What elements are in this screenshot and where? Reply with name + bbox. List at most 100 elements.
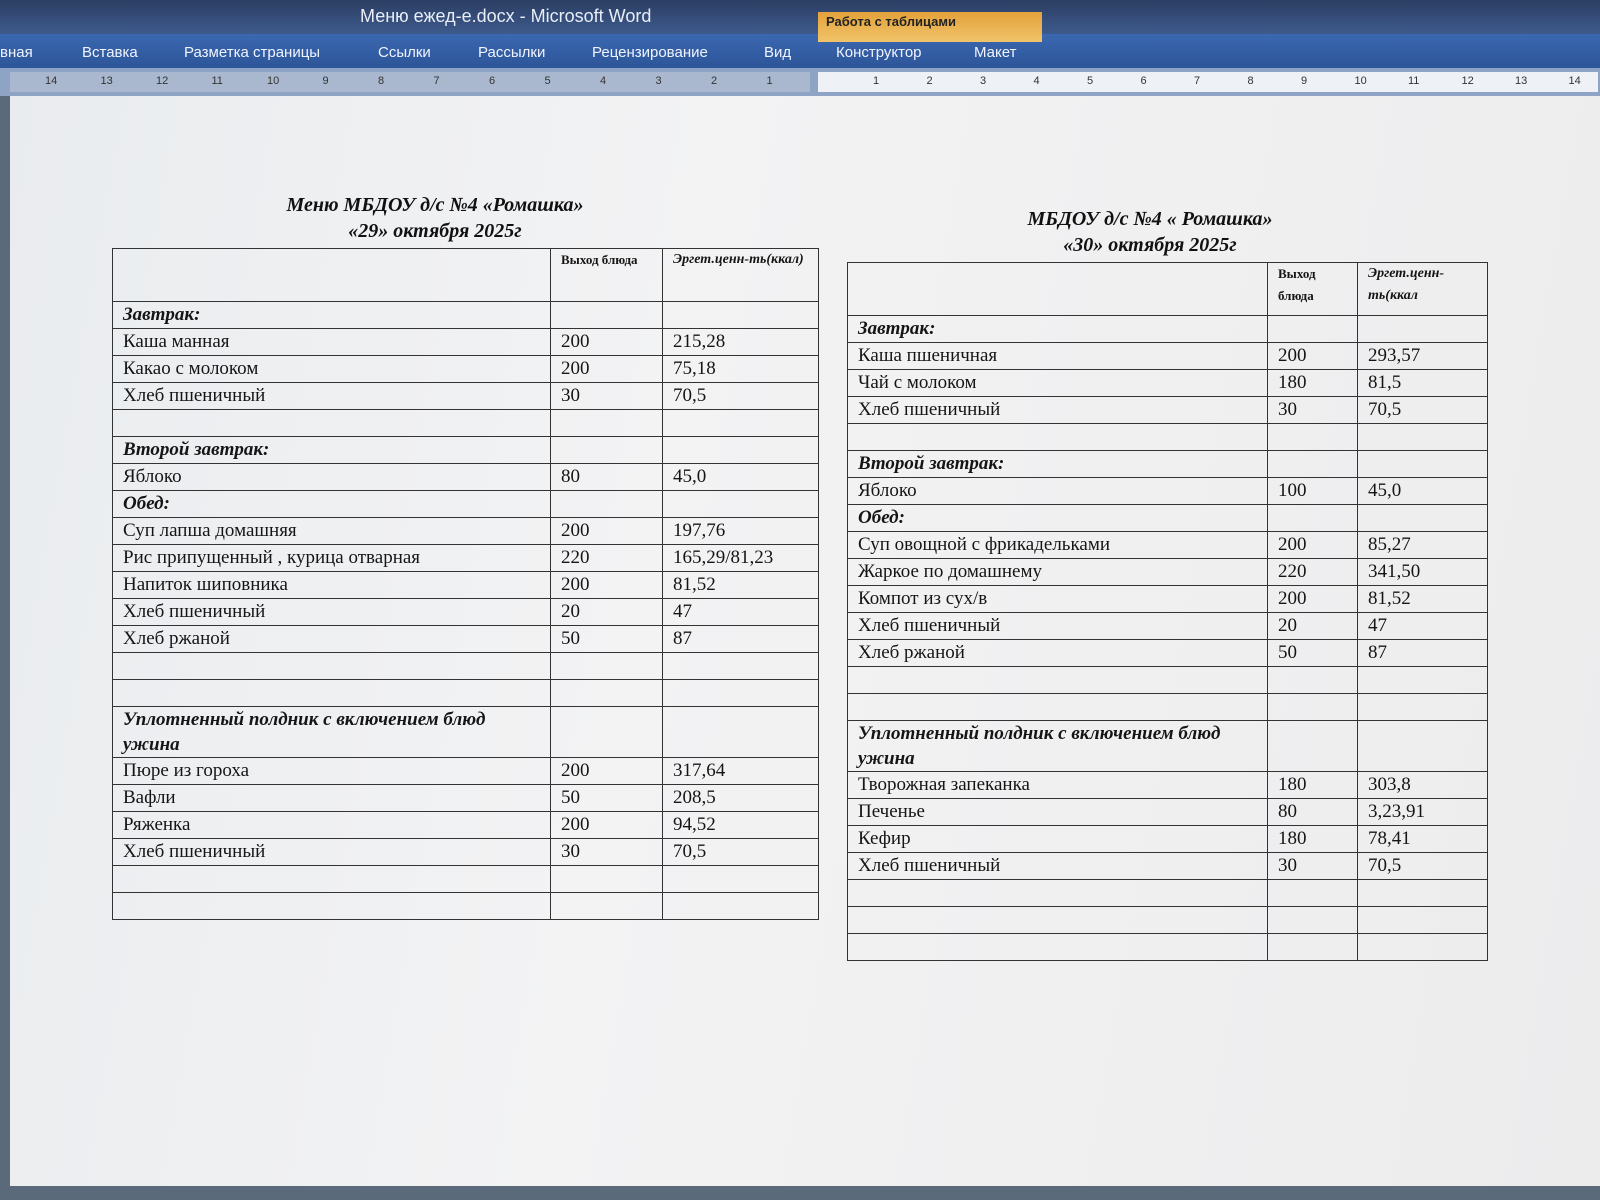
header-cell: Эргет.ценн-ть(ккал) (662, 248, 819, 302)
dish-energy: 45,0 (662, 463, 819, 491)
dish-yield: 80 (1267, 798, 1358, 826)
dish-yield: 200 (1267, 585, 1358, 613)
ruler-number: 4 (600, 75, 607, 87)
empty-cell (662, 436, 819, 464)
empty-cell (112, 679, 551, 707)
dish-name: Яблоко (112, 463, 551, 491)
section-cell: Уплотненный полдник с включением блюд уж… (847, 720, 1268, 772)
dish-name: Суп овощной с фрикадельками (847, 531, 1268, 559)
table-row: Напиток шиповника 200 81,52 (112, 571, 819, 599)
ruler-number: 9 (322, 75, 329, 87)
ribbon-tabs: вная Вставка Разметка страницы Ссылки Рассыл… (0, 34, 1600, 68)
dish-yield: 200 (550, 757, 663, 785)
empty-cell (1267, 693, 1358, 721)
dish-yield: 20 (1267, 612, 1358, 640)
dish-name: Хлеб пшеничный (847, 852, 1268, 880)
table-row (112, 892, 819, 920)
ribbon-tab[interactable]: Макет (974, 44, 1017, 61)
ruler-number: 13 (100, 75, 113, 87)
dish-energy: 3,23,91 (1357, 798, 1488, 826)
table-row (847, 906, 1488, 934)
empty-cell (550, 892, 663, 920)
ruler-number: 6 (1140, 75, 1147, 87)
ribbon-tab[interactable]: вная (0, 44, 33, 61)
title-line: Меню МБДОУ д/с №4 «Ромашка» (286, 194, 584, 216)
dish-yield: 30 (1267, 852, 1358, 880)
ruler-number: 12 (1461, 75, 1474, 87)
empty-cell (1357, 720, 1488, 772)
ruler-number: 9 (1301, 75, 1308, 87)
header-cell (112, 248, 551, 302)
dish-yield: 100 (1267, 477, 1358, 505)
empty-cell (1267, 879, 1358, 907)
ribbon-tab[interactable]: Ссылки (378, 44, 431, 61)
dish-name: Хлеб пшеничный (847, 612, 1268, 640)
dish-name: Хлеб пшеничный (847, 396, 1268, 424)
empty-cell (1267, 504, 1358, 532)
empty-cell (112, 409, 551, 437)
dish-name: Какао с молоком (112, 355, 551, 383)
ribbon-tab[interactable]: Конструктор (836, 44, 922, 61)
empty-cell (847, 933, 1268, 961)
empty-cell (550, 409, 663, 437)
dish-energy: 47 (662, 598, 819, 626)
table-row: Хлеб пшеничный 30 70,5 (847, 396, 1488, 424)
ribbon-tab[interactable]: Разметка страницы (184, 44, 321, 61)
dish-yield: 200 (550, 328, 663, 356)
window-title: Меню ежед-е.docx - Microsoft Word (360, 6, 652, 26)
dish-name: Каша манная (112, 328, 551, 356)
dish-yield: 20 (550, 598, 663, 626)
ruler-number: 14 (1568, 75, 1581, 87)
table-row (847, 423, 1488, 451)
ribbon-tab[interactable]: Рассылки (478, 44, 546, 61)
table-row: Яблоко 100 45,0 (847, 477, 1488, 505)
title-bar: Меню ежед-е.docx - Microsoft Word (0, 0, 1600, 34)
dish-energy: 45,0 (1357, 477, 1488, 505)
header-cell: Выход блюда (1267, 262, 1358, 316)
empty-cell (1267, 423, 1358, 451)
dish-yield: 180 (1267, 825, 1358, 853)
header-row: Выход блюда Эргет.ценн-ть(ккал (847, 262, 1488, 316)
table-row (112, 865, 819, 893)
table-row: Уплотненный полдник с включением блюд уж… (847, 720, 1488, 772)
empty-cell (847, 879, 1268, 907)
table-row: Уплотненный полдник с включением блюд уж… (112, 706, 819, 758)
header-row: Выход блюда Эргет.ценн-ть(ккал) (112, 248, 819, 302)
title-line: «29» октября 2025г (348, 220, 522, 242)
table-row: Каша пшеничная 200 293,57 (847, 342, 1488, 370)
dish-name: Напиток шиповника (112, 571, 551, 599)
ribbon-tab[interactable]: Вставка (82, 44, 138, 61)
table-row (112, 679, 819, 707)
dish-name: Хлеб ржаной (847, 639, 1268, 667)
ribbon-tab[interactable]: Рецензирование (592, 44, 708, 61)
dish-energy: 75,18 (662, 355, 819, 383)
ruler-number: 5 (1087, 75, 1094, 87)
dish-yield: 30 (1267, 396, 1358, 424)
ruler-number: 12 (156, 75, 169, 87)
dish-yield: 200 (550, 355, 663, 383)
dish-name: Яблоко (847, 477, 1268, 505)
empty-cell (847, 423, 1268, 451)
dish-name: Рис припущенный , курица отварная (112, 544, 551, 572)
table-row (847, 666, 1488, 694)
ribbon-tab[interactable]: Вид (764, 44, 792, 61)
table-row: Хлеб пшеничный 20 47 (847, 612, 1488, 640)
section-cell: Второй завтрак: (847, 450, 1268, 478)
dish-energy: 94,52 (662, 811, 819, 839)
dish-energy: 87 (1357, 639, 1488, 667)
section-cell: Обед: (112, 490, 551, 518)
empty-cell (662, 865, 819, 893)
dish-energy: 215,28 (662, 328, 819, 356)
ruler-number: 11 (1408, 75, 1420, 87)
ruler-number: 10 (267, 75, 280, 87)
empty-cell (112, 865, 551, 893)
dish-name: Печенье (847, 798, 1268, 826)
table-row (112, 409, 819, 437)
empty-cell (1357, 450, 1488, 478)
dish-name: Хлеб пшеничный (112, 382, 551, 410)
empty-cell (1357, 906, 1488, 934)
table-row: Хлеб ржаной 50 87 (847, 639, 1488, 667)
dish-yield: 30 (550, 382, 663, 410)
empty-cell (847, 666, 1268, 694)
